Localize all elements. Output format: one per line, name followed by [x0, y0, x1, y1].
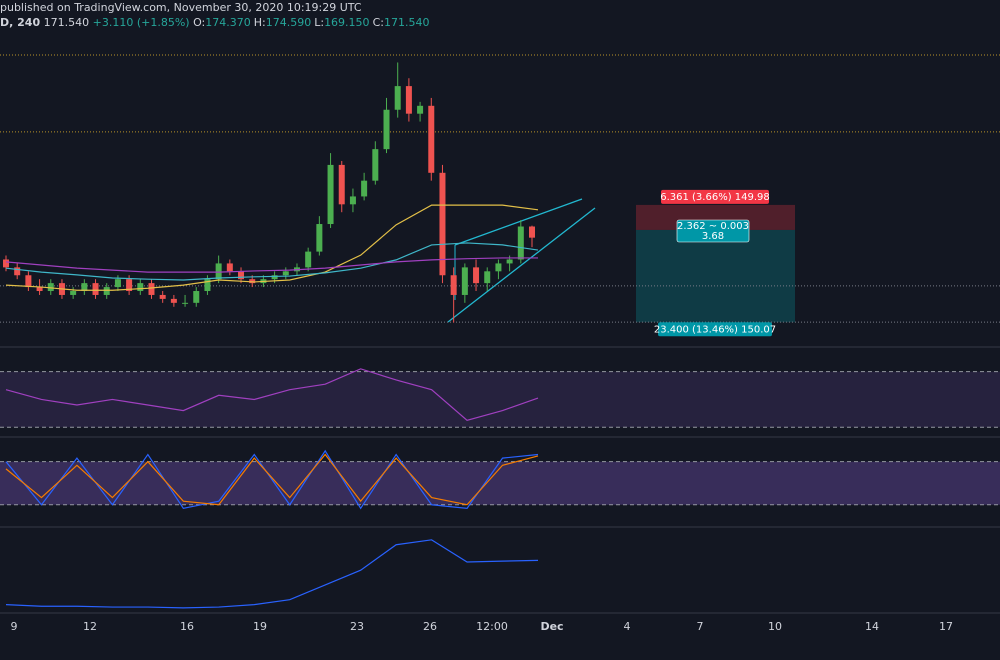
candle-body [316, 224, 323, 252]
moving-average [5, 257, 538, 273]
ohlc-value: 169.150 [324, 16, 370, 29]
candle-body [271, 275, 278, 280]
x-tick-label: 7 [697, 620, 704, 633]
x-tick-label: 12:00 [476, 620, 508, 633]
candle-body [428, 105, 435, 173]
moving-average [5, 204, 539, 291]
candle-body [70, 291, 77, 295]
candle-body [81, 283, 88, 292]
x-tick-label: 9 [11, 620, 18, 633]
label-box [658, 322, 772, 337]
ohlc-value: 174.590 [265, 16, 312, 29]
x-tick-label: 26 [423, 620, 437, 633]
rsi-line [5, 368, 539, 421]
candle-body [193, 291, 200, 303]
position-label: 6.361 (3.66%) 149.98 [660, 192, 770, 203]
candle-body [47, 283, 54, 292]
label-box [676, 219, 750, 243]
ohlc-label: L: [314, 16, 325, 29]
x-tick-label: 4 [624, 620, 631, 633]
ohlc-label: C: [372, 16, 384, 29]
candle-body [484, 271, 491, 284]
candle-body [3, 259, 9, 268]
candle-body [529, 226, 535, 238]
candle-body [14, 267, 21, 276]
x-tick-label: 19 [253, 620, 267, 633]
candle-body [305, 251, 312, 268]
trend-line [454, 198, 583, 246]
price: 171.540 [43, 16, 90, 29]
lower-line [5, 539, 539, 609]
x-tick-label: 14 [865, 620, 879, 633]
candle-body [249, 279, 256, 284]
rsi-band [0, 371, 1000, 428]
candle-body [394, 86, 401, 110]
stoch-line [5, 453, 539, 506]
candle-body [473, 267, 480, 284]
candle-body [159, 294, 166, 299]
ratio-label: 2.362 ~ 0.003 [677, 221, 749, 232]
candle-body [238, 271, 245, 280]
candle-body [226, 263, 233, 272]
candle-body [517, 226, 524, 260]
candle-body [170, 298, 177, 303]
candle-body [417, 105, 424, 114]
trend-line [447, 207, 596, 323]
candle-body [103, 287, 110, 295]
moving-average [5, 242, 539, 281]
ohlc-value: 174.370 [205, 16, 251, 29]
candle-body [349, 196, 356, 205]
candle-body [327, 164, 334, 225]
candle-body [182, 302, 189, 304]
ohlc-value: 171.540 [383, 16, 430, 29]
ohlc: O:174.370 H:174.590 L:169.150 C:171.540 [193, 16, 432, 29]
ratio-label: 3.68 [702, 231, 724, 242]
label-box [661, 189, 769, 204]
target-zone [636, 229, 795, 323]
ohlc-label: O: [193, 16, 206, 29]
x-tick-label: 12 [83, 620, 97, 633]
candle-body [405, 86, 412, 114]
candle-body [361, 180, 368, 197]
symbol: D, 240 [0, 16, 41, 29]
candle-body [506, 259, 513, 264]
candle-body [148, 283, 155, 295]
candle-body [372, 149, 379, 181]
candle-body [137, 283, 144, 292]
candle-body [92, 283, 99, 295]
candle-body [215, 263, 222, 280]
published: published on TradingView.com, November 3… [0, 1, 362, 14]
candle-body [282, 271, 289, 276]
candle-body [338, 164, 345, 205]
candle-body [439, 172, 446, 276]
candle-body [495, 263, 502, 272]
candle-body [461, 267, 468, 295]
header: published on TradingView.com, November 3… [0, 0, 432, 30]
x-tick-label: 23 [350, 620, 364, 633]
candle-body [114, 279, 121, 288]
candle-body [450, 275, 457, 295]
change: +3.110 (+1.85%) [92, 16, 190, 29]
candle-body [36, 287, 43, 292]
candle-body [204, 279, 211, 292]
x-tick-label: 17 [939, 620, 953, 633]
x-tick-label: 16 [180, 620, 194, 633]
ohlc-label: H: [253, 16, 266, 29]
x-tick-label: 10 [768, 620, 782, 633]
candle-body [383, 109, 390, 150]
x-tick-label: Dec [540, 620, 563, 633]
candle-body [126, 279, 133, 292]
position-label: 23.400 (13.46%) 150.07 [654, 324, 776, 335]
quote-line: D, 240 171.540 +3.110 (+1.85%) O:174.370… [0, 15, 432, 30]
candle-body [25, 275, 32, 288]
